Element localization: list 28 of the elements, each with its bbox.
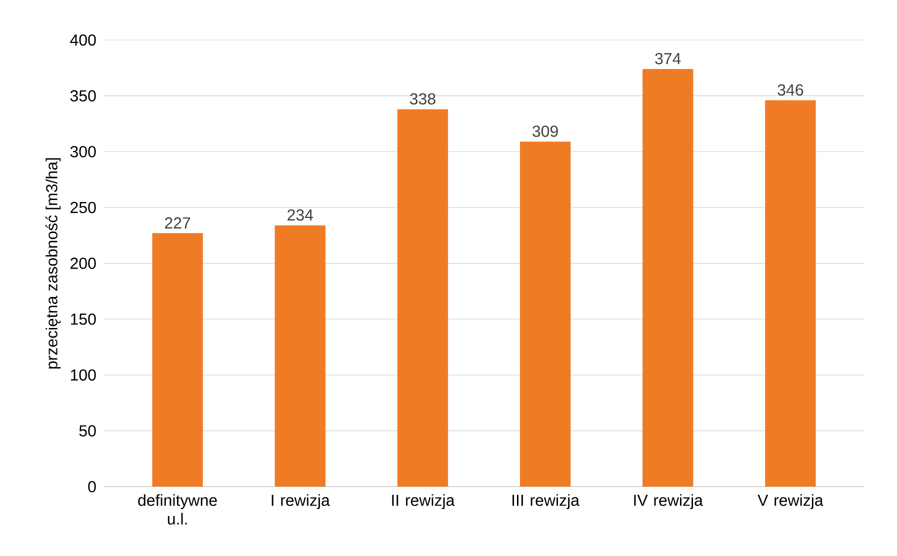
y-axis-title: przeciętna zasobność [m3/ha] [45, 158, 61, 369]
bar [397, 109, 448, 487]
x-tick-label: II rewizja [392, 494, 455, 510]
y-tick-label: 350 [70, 90, 96, 102]
data-label: 338 [410, 93, 436, 105]
y-tick-label: 250 [70, 202, 96, 214]
data-label: 234 [288, 209, 313, 221]
data-label: 374 [655, 52, 681, 64]
x-tick-label: III rewizja [512, 494, 580, 510]
bar [274, 225, 326, 487]
data-label: 346 [778, 84, 804, 96]
data-label: 309 [532, 126, 558, 137]
x-tick-label: I rewizja [272, 494, 330, 510]
y-tick-label: 300 [70, 146, 96, 158]
y-tick-label: 100 [70, 369, 96, 381]
bar [520, 142, 571, 487]
data-label: 227 [165, 217, 190, 228]
y-tick-label: 150 [70, 313, 96, 325]
y-tick-label: 400 [70, 34, 96, 46]
y-tick-label: 0 [88, 480, 96, 492]
y-tick-label: 200 [70, 258, 96, 269]
bar [152, 233, 203, 487]
bar [765, 100, 816, 487]
x-tick-label: definitywne u.l. [138, 494, 217, 525]
bar [642, 69, 694, 487]
x-tick-label: IV rewizja [634, 494, 703, 510]
y-tick-label: 50 [79, 425, 96, 436]
x-tick-label: V rewizja [758, 494, 824, 510]
